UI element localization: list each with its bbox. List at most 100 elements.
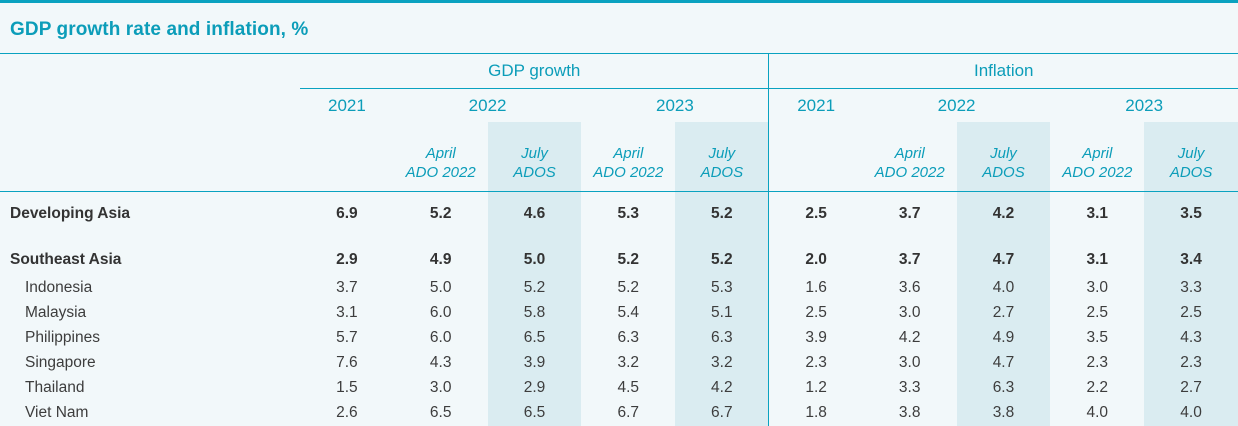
table-row: Viet Nam 2.6 6.5 6.5 6.7 6.7 1.8 3.8 3.8 4.0 4.0: [0, 400, 1238, 426]
value-cell: 1.5: [336, 378, 358, 396]
value-cell: 6.3: [617, 328, 640, 346]
value-cell: 3.6: [898, 278, 921, 296]
value-cell: 4.9: [956, 325, 1051, 350]
value-cell: 4.3: [429, 353, 452, 371]
value-cell: 5.2: [487, 275, 582, 300]
table-row: Singapore 7.6 4.3 3.9 3.2 3.2 2.3 3.0 4.7 2.3 2.3: [0, 350, 1238, 375]
value-cell: 5.3: [617, 204, 640, 222]
value-cell: 5.8: [487, 300, 582, 325]
value-cell: 5.2: [617, 278, 640, 296]
value-cell: 3.4: [1144, 235, 1238, 275]
value-cell: 5.2: [429, 204, 452, 222]
value-cell: 2.9: [336, 251, 358, 268]
value-cell: 2.5: [768, 300, 863, 325]
year-header-row: 2021 2022 2023 2021 2022 2023: [0, 88, 1238, 123]
group-header-inflation: Inflation: [768, 53, 1238, 89]
subheader-april-ado-2022: April ADO 2022: [862, 122, 957, 192]
value-cell: 4.0: [956, 275, 1051, 300]
value-cell: 6.5: [487, 325, 582, 350]
value-cell: 1.6: [768, 275, 863, 300]
subheader-april-ado-2022: April ADO 2022: [1050, 122, 1145, 192]
row-label: Southeast Asia: [10, 251, 122, 268]
value-cell: 6.3: [956, 375, 1051, 400]
value-cell: 3.1: [336, 303, 358, 321]
value-cell: 2.7: [1144, 375, 1238, 400]
year-header-2021: 2021: [768, 88, 863, 122]
value-cell: 5.2: [617, 251, 640, 268]
value-cell: 3.0: [1086, 278, 1109, 296]
value-cell: 2.2: [1086, 378, 1109, 396]
corner-cell: [0, 54, 300, 89]
value-cell: 2.5: [1086, 303, 1109, 321]
row-label: Malaysia: [25, 303, 87, 321]
value-cell: 6.3: [675, 325, 769, 350]
value-cell: 5.7: [336, 328, 358, 346]
row-label: Thailand: [25, 378, 85, 396]
group-header-gdp-growth: GDP growth: [300, 53, 769, 89]
year-header-2022: 2022: [468, 95, 507, 115]
value-cell: 5.0: [429, 278, 452, 296]
table-row: Developing Asia 6.9 5.2 4.6 5.3 5.2 2.5 3.7 4.2 3…: [0, 191, 1238, 235]
row-label: Singapore: [25, 353, 96, 371]
value-cell: 3.7: [898, 251, 921, 268]
value-cell: 4.0: [1144, 400, 1238, 426]
value-cell: 2.5: [1144, 300, 1238, 325]
subheader-july-ados: July ADOS: [675, 122, 769, 192]
value-cell: 4.7: [956, 350, 1051, 375]
value-cell: 3.8: [898, 403, 921, 421]
page-title: GDP growth rate and inflation, %: [10, 19, 309, 40]
value-cell: 1.2: [768, 375, 863, 400]
value-cell: 2.7: [956, 300, 1051, 325]
value-cell: 5.2: [675, 235, 769, 275]
value-cell: 5.3: [675, 275, 769, 300]
subheader-july-ados: July ADOS: [1144, 122, 1238, 192]
value-cell: 5.2: [675, 191, 769, 235]
row-label: Developing Asia: [10, 204, 131, 222]
empty-cell: [0, 89, 300, 123]
value-cell: 6.5: [487, 400, 582, 426]
empty-cell: [300, 122, 394, 192]
value-cell: 3.0: [898, 353, 921, 371]
value-cell: 3.2: [675, 350, 769, 375]
empty-cell: [768, 122, 863, 192]
value-cell: 6.0: [429, 303, 452, 321]
table-row: Thailand 1.5 3.0 2.9 4.5 4.2 1.2 3.3 6.3 2.2 2.7: [0, 375, 1238, 400]
value-cell: 5.0: [487, 235, 582, 275]
value-cell: 6.9: [336, 204, 358, 222]
value-cell: 3.3: [1144, 275, 1238, 300]
year-header-2023: 2023: [656, 95, 694, 115]
value-cell: 5.1: [675, 300, 769, 325]
gdp-inflation-table: GDP growth Inflation 2021 2022 2023 2021…: [0, 53, 1238, 426]
value-cell: 4.7: [956, 235, 1051, 275]
row-label: Indonesia: [25, 278, 93, 296]
value-cell: 2.3: [1086, 353, 1109, 371]
value-cell: 5.4: [617, 303, 640, 321]
subheader-july-ados: July ADOS: [487, 122, 582, 192]
value-cell: 4.2: [675, 375, 769, 400]
value-cell: 3.1: [1086, 251, 1109, 268]
subheader-row: April ADO 2022 July ADOS April ADO 2022 Jul…: [0, 122, 1238, 192]
year-header-2022: 2022: [937, 95, 976, 115]
value-cell: 3.7: [898, 204, 921, 222]
value-cell: 4.5: [617, 378, 640, 396]
subheader-april-ado-2022: April ADO 2022: [393, 122, 488, 192]
value-cell: 6.7: [675, 400, 769, 426]
row-label: Philippines: [25, 328, 100, 346]
value-cell: 3.0: [429, 378, 452, 396]
subheader-april-ado-2022: April ADO 2022: [581, 122, 676, 192]
year-header-2023: 2023: [1125, 95, 1164, 115]
value-cell: 4.2: [956, 191, 1051, 235]
subheader-july-ados: July ADOS: [956, 122, 1051, 192]
value-cell: 4.3: [1144, 325, 1238, 350]
value-cell: 3.9: [487, 350, 582, 375]
table-row: Malaysia 3.1 6.0 5.8 5.4 5.1 2.5 3.0 2.7 2.5 2.5: [0, 300, 1238, 325]
column-group-row: GDP growth Inflation: [0, 53, 1238, 89]
value-cell: 4.6: [487, 191, 582, 235]
value-cell: 3.8: [956, 400, 1051, 426]
value-cell: 4.9: [429, 251, 452, 268]
empty-cell: [0, 122, 300, 192]
value-cell: 2.6: [336, 403, 358, 421]
value-cell: 4.0: [1086, 403, 1109, 421]
row-label: Viet Nam: [25, 403, 89, 421]
table-row: Indonesia 3.7 5.0 5.2 5.2 5.3 1.6 3.6 4.0 3.0 3.3: [0, 275, 1238, 300]
